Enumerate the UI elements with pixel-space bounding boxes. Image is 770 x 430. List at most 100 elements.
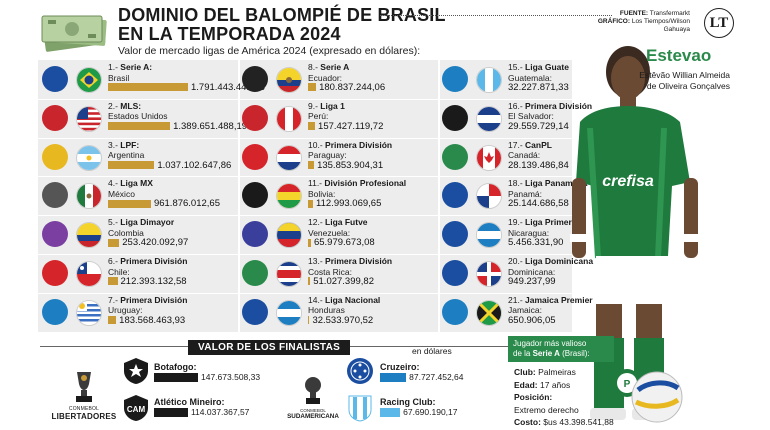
league-logo-icon [442,298,468,325]
league-name: Primera División [525,100,593,111]
finalist-value: 67.690.190,17 [403,407,458,417]
league-rank: 16.- [508,100,523,111]
graphic-value: Los Tiempos/Wilson Gahuaya [631,18,690,33]
country-flag-icon [276,261,302,287]
money-stack-icon [41,15,107,52]
league-value: 5.456.331,90 [508,237,564,249]
position-label: Posición: [514,392,553,402]
page-title: DOMINIO DEL BALOMPIÉ DE BRASIL EN LA TEM… [118,6,612,44]
libertadores-logo: CONMEBOL LIBERTADORES [44,370,124,421]
sudamericana-trophy-icon [305,377,321,404]
cost-label: Costo: [514,417,541,427]
country-flag-icon [76,144,102,171]
title-line-2: EN LA TEMPORADA 2024 [118,24,341,44]
racing-club-crest-icon [348,395,372,422]
league-value-bar [108,122,171,131]
league-value-bar [308,316,310,325]
league-logo-icon [242,104,268,131]
card-text-1: Jugador más valioso [513,339,587,348]
league-info: 14.- Liga Nacional Honduras 32.533.970,52 [308,295,380,327]
league-name: Liga Dominicana [525,256,594,266]
card-text-2: de la [513,349,533,358]
league-name: Primera División [325,256,393,266]
league-cell: 14.- Liga Nacional Honduras 32.533.970,52 [238,293,438,331]
league-rank: 6.- [108,256,118,266]
player-name: Estevao [646,46,712,65]
club-label: Club: [514,367,536,377]
league-cell: 21.- Jamaica Premier League Jamaica: 650.9… [438,293,625,331]
finalist-bar [380,408,401,418]
league-info: 7.- Primera División Uruguay: 183.568.463,… [108,295,187,327]
league-info: 9.- Liga 1 Perú: 157.427.119,72 [308,101,383,133]
league-info: 21.- Jamaica Premier League Jamaica: 650.9… [508,295,625,327]
league-value: 51.027.399,82 [313,276,374,287]
league-value-bar [108,238,120,247]
league-info: 16.- Primera División El Salvador: 29.559.… [508,101,592,133]
league-country: Honduras [308,305,345,316]
country-flag-icon [476,222,502,249]
league-country: Panamá: [508,188,543,199]
league-logo-icon [42,298,68,325]
country-flag-icon [476,105,502,132]
league-country: Paraguay: [308,150,347,161]
league-value-bar [108,199,151,208]
libertadores-label: LIBERTADORES [51,412,117,421]
league-rank: 4.- [108,178,118,189]
country-flag-icon [276,222,302,249]
league-info: 4.- Liga MX México 961.876.012,65 [108,178,220,210]
league-cell: 17.- CanPL Canadá: 28.139.486,84 [438,138,572,176]
finalist-bar [380,373,407,383]
finalist-value: 114.037.367,57 [190,407,250,417]
finalist-value: 147.673.508,33 [201,372,261,382]
league-info: 10.- Primera División Paraguay: 135.853.90… [308,140,392,172]
league-value: 28.139.486,84 [508,159,569,171]
league-logo-icon [42,66,68,92]
sudamericana-label: SUDAMERICANA [287,413,339,420]
league-country: Venezuela: [308,227,351,238]
grid-row-divider [38,292,572,294]
league-rank: 8.- [308,62,318,72]
league-value: 180.837.244,06 [319,82,386,93]
league-info: 12.- Liga Futve Venezuela: 65.979.673,08 [308,217,375,249]
league-rank: 11.- [308,178,323,189]
league-value-bar [308,122,316,131]
league-country: El Salvador: [508,111,554,122]
finalist-racing-club: Racing Club: 67.690.190,17 [380,397,458,418]
league-logo-icon [42,143,68,170]
country-flag-icon [76,299,102,326]
league-value-bar [308,277,311,286]
league-value-bar [308,199,314,208]
league-country: Uruguay: [108,305,143,316]
league-rank: 5.- [108,217,118,228]
league-country: Nicaragua: [508,227,550,238]
club-value: Palmeiras [538,367,576,377]
league-cell: 19.- Liga Primera Nicaragua: 5.456.331,90 [438,215,577,253]
league-value: 32.533.970,52 [312,314,374,326]
league-value: 32.227.871,33 [508,82,569,93]
page-subtitle: Valor de mercado ligas de América 2024 (… [118,45,421,57]
league-name: Primera División [120,256,188,266]
card-text-3: (Brasil): [559,349,590,358]
league-cell: 9.- Liga 1 Perú: 157.427.119,72 [238,99,438,137]
card-text-bold: Serie A [532,349,560,358]
league-country: Colombia [108,227,144,238]
finalist-name: Atlético Mineiro: [154,397,225,407]
league-name: División Profesional [324,178,407,189]
title-divider [380,15,612,16]
league-info: 1.- Serie A: Brasil 1.791.443.441,46 [108,62,265,94]
league-cell: 18.- Liga Panameña Panamá: 25.144.686,58 [438,176,587,214]
league-value-bar [308,161,315,170]
league-value: 65.979.673,08 [313,237,375,249]
league-value-bar [308,238,311,247]
league-value: 949.237,99 [508,276,556,287]
league-name: Liga Dimayor [120,217,175,228]
league-name: CanPL [525,139,552,150]
league-rank: 18.- [508,178,523,189]
league-value: 112.993.069,65 [316,198,382,210]
country-flag-icon [76,183,102,210]
los-tiempos-logo: LT [704,8,734,38]
league-value: 253.420.092,97 [122,237,189,249]
league-value-bar [108,316,117,325]
country-flag-icon [476,299,502,326]
country-flag-icon [276,105,302,132]
